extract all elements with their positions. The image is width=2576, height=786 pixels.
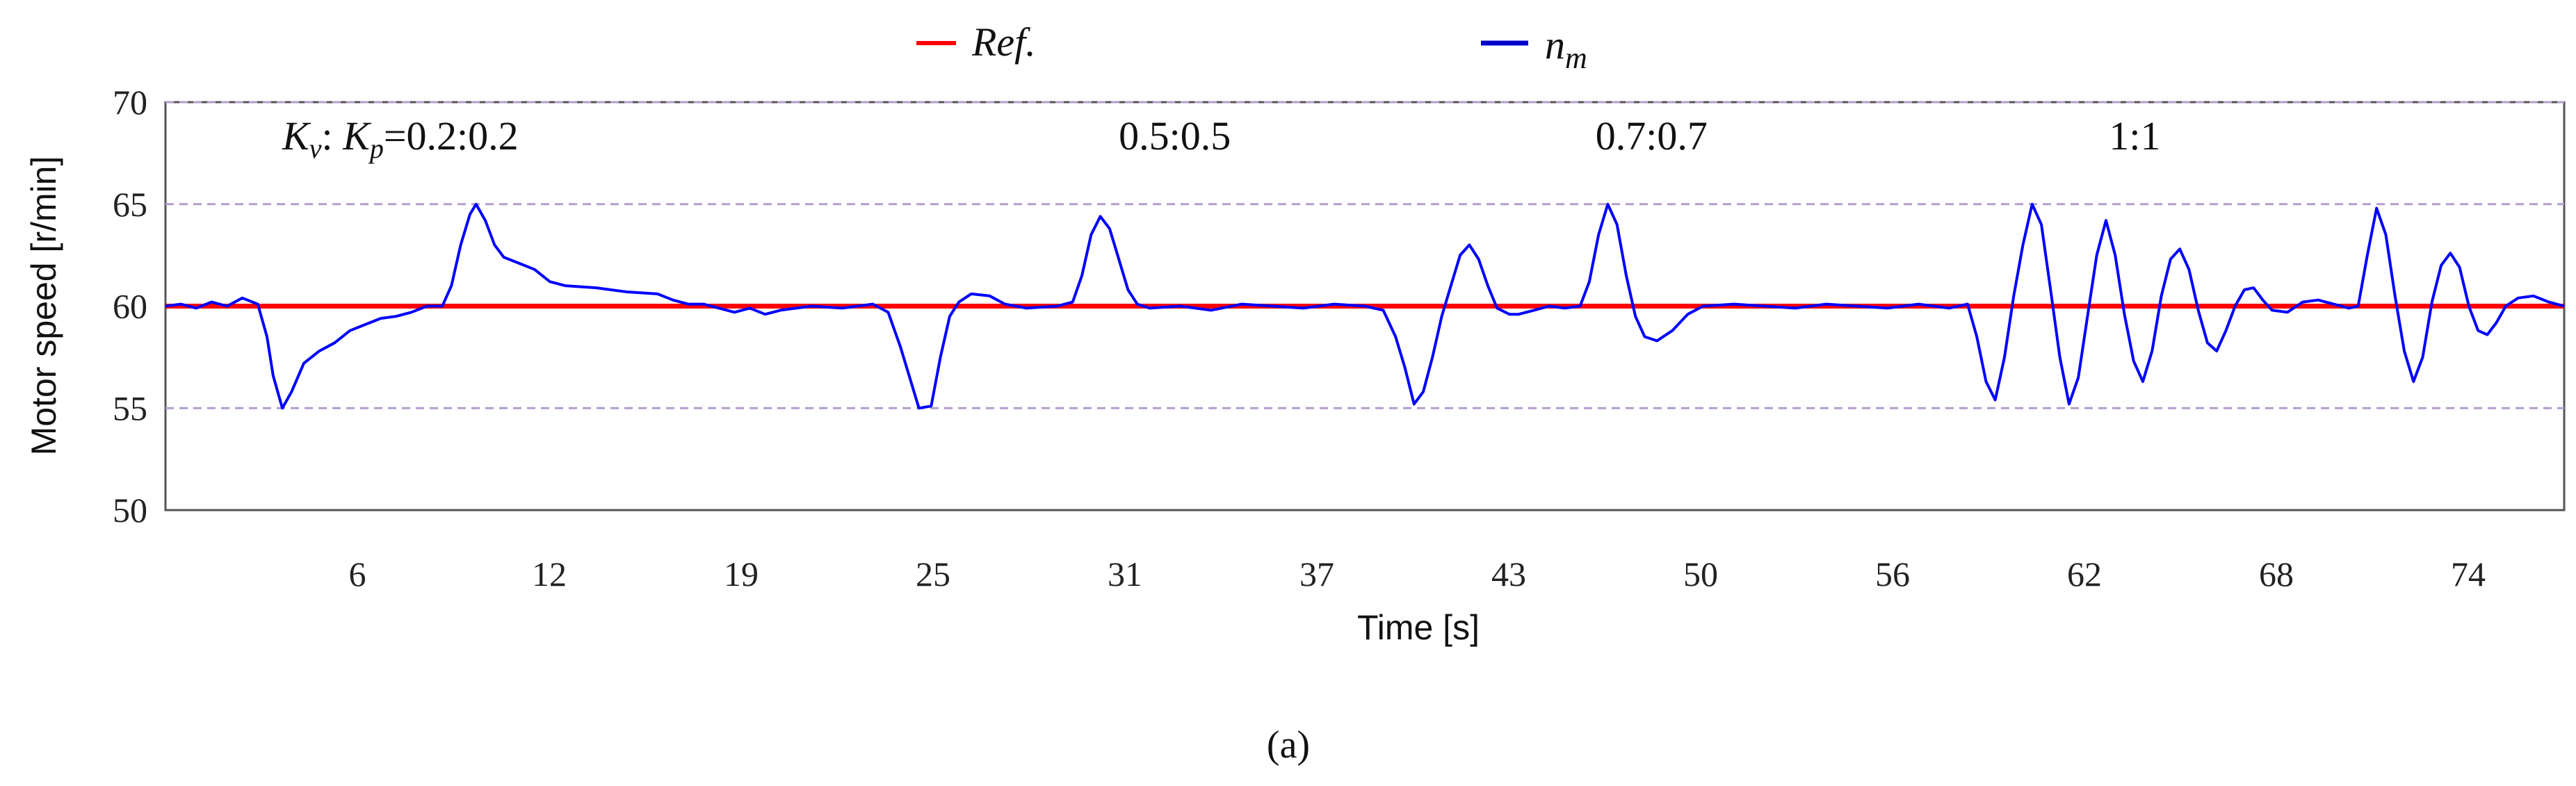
legend-ref-label: Ref. xyxy=(971,19,1036,65)
y-tick-label: 55 xyxy=(113,388,147,427)
x-axis-ticks: 6 12 19 25 31 37 43 50 56 62 68 74 xyxy=(349,555,2486,593)
annotation-ratio-1: Kv: Kp=0.2:0.2 xyxy=(282,113,519,164)
y-tick-label: 65 xyxy=(113,185,147,224)
legend-nm-base: n xyxy=(1545,22,1565,67)
y-tick-label: 60 xyxy=(113,287,147,326)
x-tick-label: 62 xyxy=(2067,555,2102,593)
y-tick-label: 70 xyxy=(113,83,147,122)
annotation-ratio-3: 0.7:0.7 xyxy=(1596,113,1708,158)
x-tick-label: 12 xyxy=(532,555,567,593)
x-tick-label: 68 xyxy=(2259,555,2294,593)
annotation-s1: v xyxy=(309,133,322,164)
annotation-s2: p xyxy=(368,133,384,164)
annotation-k2: K xyxy=(342,113,372,158)
x-tick-label: 37 xyxy=(1299,555,1334,593)
y-tick-label: 50 xyxy=(113,491,147,530)
x-tick-label: 74 xyxy=(2451,555,2486,593)
x-tick-label: 50 xyxy=(1683,555,1718,593)
x-tick-label: 43 xyxy=(1491,555,1526,593)
gridlines xyxy=(165,101,2564,409)
ratio-annotations: Kv: Kp=0.2:0.2 0.5:0.5 0.7:0.7 1:1 xyxy=(282,113,2160,164)
y-axis-label: Motor speed [r/min] xyxy=(24,156,63,456)
annotation-ratio-4: 1:1 xyxy=(2109,113,2160,158)
x-tick-label: 19 xyxy=(724,555,759,593)
y-axis-ticks: 50 55 60 65 70 xyxy=(113,83,147,530)
annotation-sep: : xyxy=(322,113,343,158)
figure-caption: (a) xyxy=(1267,723,1310,767)
x-axis-label: Time [s] xyxy=(1357,608,1480,647)
legend-nm-sub: m xyxy=(1565,41,1587,75)
legend-nm-label: nm xyxy=(1545,22,1587,75)
x-tick-label: 25 xyxy=(916,555,950,593)
annotation-ratio-2: 0.5:0.5 xyxy=(1119,113,1231,158)
annotation-k1: K xyxy=(282,113,311,158)
x-tick-label: 56 xyxy=(1875,555,1910,593)
legend: Ref. nm xyxy=(916,19,1587,75)
x-tick-label: 31 xyxy=(1108,555,1142,593)
x-tick-label: 6 xyxy=(349,555,366,593)
annotation-ratio-value: =0.2:0.2 xyxy=(384,113,519,158)
series-nm-line xyxy=(165,202,2565,410)
